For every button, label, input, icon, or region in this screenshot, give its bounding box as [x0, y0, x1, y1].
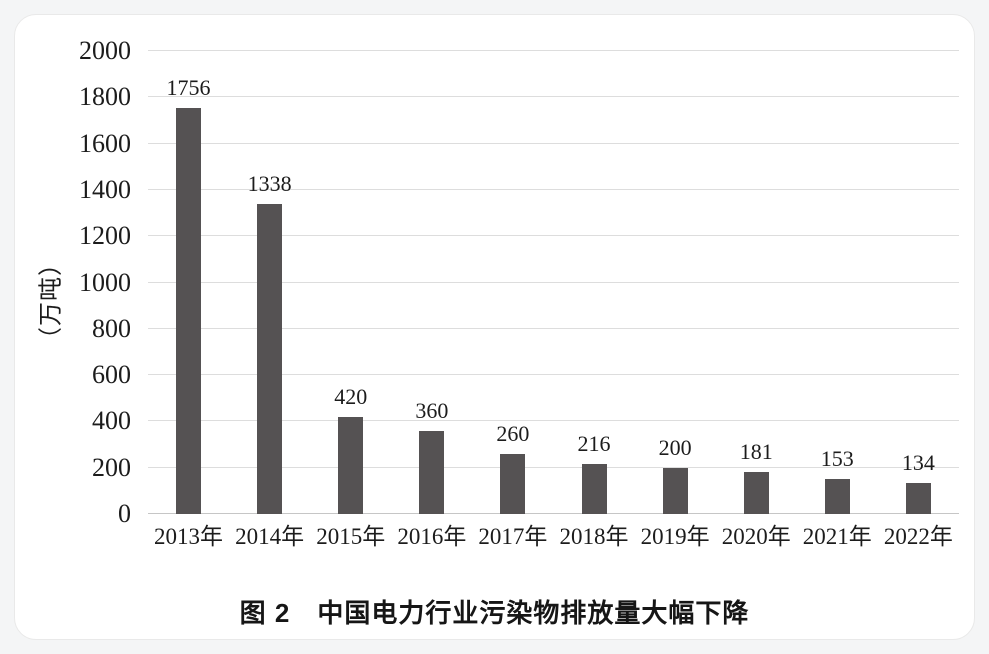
x-tick-label: 2014年 — [235, 524, 305, 549]
bar — [338, 416, 364, 514]
y-tick-label: 1800 — [79, 82, 131, 112]
bar-slot: 216 — [553, 51, 634, 514]
figure-caption: 图 2 中国电力行业污染物排放量大幅下降 — [239, 598, 750, 628]
x-tick-label: 2015年 — [316, 524, 386, 549]
gridline — [148, 281, 959, 283]
x-tick-label: 2022年 — [883, 524, 953, 549]
bar — [743, 472, 769, 514]
bar — [905, 482, 931, 514]
bar-value-label: 360 — [415, 397, 449, 423]
bar-slot: 153 — [797, 51, 878, 514]
bar-value-label: 200 — [658, 434, 692, 460]
x-tick-label: 2017年 — [478, 524, 548, 549]
gridline — [148, 142, 959, 144]
bar — [176, 107, 202, 514]
y-tick-label: 800 — [92, 313, 131, 343]
x-axis-line — [148, 513, 959, 514]
x-tick-label: 2018年 — [559, 524, 629, 549]
bar-slot: 181 — [716, 51, 797, 514]
bar-slot: 420 — [310, 51, 391, 514]
plot-area: 1756 1338 420 360 260 216 200 181 153 134 — [148, 50, 959, 514]
bar — [662, 467, 688, 514]
bar-value-label: 181 — [739, 439, 773, 465]
x-tick-label: 2016年 — [397, 524, 467, 549]
chart-card: （万吨） 0 200 400 600 800 1000 1200 1400 1600 1800 20… — [14, 14, 975, 640]
y-tick-label: 200 — [92, 452, 131, 482]
y-tick-label: 400 — [92, 406, 131, 436]
bar-value-label: 1338 — [247, 171, 292, 197]
gridline — [148, 50, 959, 51]
bar-value-label: 260 — [496, 420, 530, 446]
bar — [419, 430, 445, 514]
y-axis-ticks: 0 200 400 600 800 1000 1200 1400 1600 1800 2000 — [15, 38, 131, 527]
bar-slot: 1756 — [148, 51, 229, 514]
bar-series: 1756 1338 420 360 260 216 200 181 153 134 — [148, 51, 959, 514]
bar-value-label: 1756 — [166, 74, 211, 100]
bar — [824, 478, 850, 514]
bar-value-label: 216 — [577, 431, 611, 456]
bar-value-label: 153 — [820, 445, 854, 471]
gridline — [148, 420, 959, 422]
y-tick-label: 1200 — [79, 221, 131, 251]
bar-value-label: 134 — [901, 449, 935, 475]
bar-slot: 360 — [391, 51, 472, 514]
x-tick-label: 2021年 — [802, 524, 872, 549]
bar — [257, 204, 283, 514]
gridline — [148, 466, 959, 468]
gridline — [148, 327, 959, 329]
bar-slot: 260 — [472, 51, 553, 514]
y-tick-label: 2000 — [79, 36, 131, 65]
x-tick-label: 2020年 — [721, 524, 791, 549]
y-tick-label: 1600 — [79, 128, 131, 158]
y-tick-label: 600 — [92, 360, 131, 390]
bar-value-label: 420 — [334, 383, 368, 409]
gridline — [148, 96, 959, 98]
bar-slot: 1338 — [229, 51, 310, 514]
x-tick-label: 2019年 — [640, 524, 710, 549]
y-tick-label: 1400 — [79, 174, 131, 204]
gridline — [148, 188, 959, 190]
y-tick-label: 1000 — [79, 267, 131, 297]
y-tick-label: 0 — [118, 499, 131, 528]
bar-slot: 134 — [878, 51, 959, 514]
gridline — [148, 235, 959, 237]
x-tick-label: 2013年 — [154, 524, 224, 549]
bar-slot: 200 — [635, 51, 716, 514]
x-axis-labels: 2013年 2014年 2015年 2016年 2017年 2018年 2019年 2020年… — [148, 523, 959, 551]
bar — [581, 464, 607, 514]
bar — [500, 453, 526, 514]
gridline — [148, 374, 959, 376]
